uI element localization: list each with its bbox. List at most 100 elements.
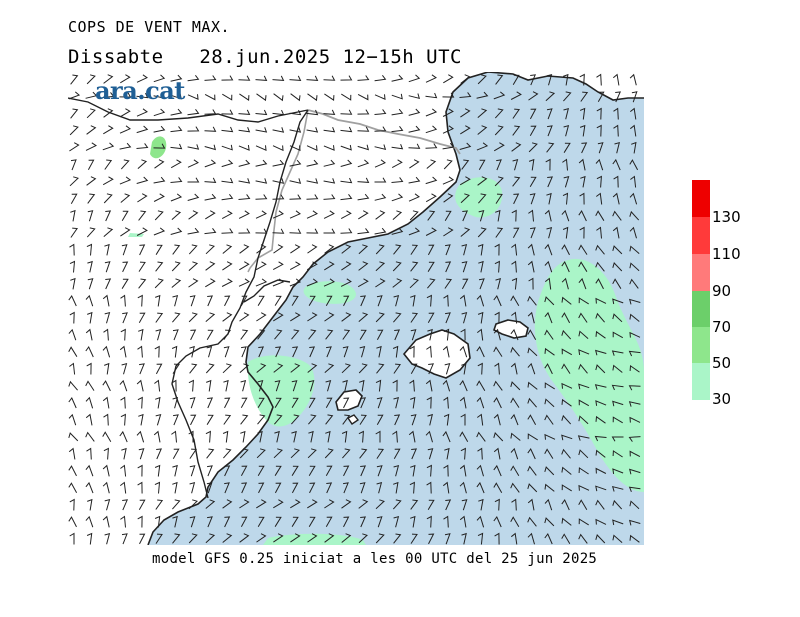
wind-barb bbox=[612, 400, 624, 407]
wind-barb bbox=[325, 430, 331, 443]
wind-barb bbox=[527, 295, 537, 306]
wind-barb bbox=[578, 261, 588, 272]
wind-barb bbox=[427, 413, 433, 426]
wind-barb bbox=[341, 363, 351, 374]
wind-barb bbox=[155, 328, 162, 341]
patch-ebro-delta bbox=[303, 281, 356, 304]
wind-barb bbox=[409, 481, 415, 494]
wind-barb bbox=[629, 519, 641, 526]
wind-barb bbox=[340, 144, 352, 151]
wind-barb bbox=[325, 379, 332, 392]
wind-barb bbox=[307, 93, 318, 102]
wind-barb bbox=[442, 125, 454, 134]
wind-barb bbox=[239, 448, 249, 459]
wind-barb bbox=[120, 74, 131, 84]
wind-barb bbox=[255, 261, 267, 271]
wind-barb bbox=[426, 396, 432, 409]
wind-barb bbox=[306, 178, 319, 184]
wind-barb bbox=[408, 93, 421, 99]
wind-barb bbox=[494, 108, 504, 119]
wind-barb bbox=[360, 295, 367, 307]
wind-barb bbox=[527, 311, 535, 324]
wind-barb bbox=[494, 532, 500, 545]
wind-barb bbox=[629, 500, 640, 510]
wind-barb bbox=[544, 466, 555, 476]
wind-barb bbox=[343, 465, 350, 477]
wind-barb bbox=[629, 159, 639, 171]
wind-barb bbox=[512, 176, 521, 187]
wind-barb bbox=[374, 227, 387, 235]
wind-barb bbox=[121, 210, 129, 221]
wind-barb bbox=[544, 347, 555, 356]
wind-barb bbox=[442, 345, 450, 358]
wind-barb bbox=[561, 517, 572, 526]
wind-barb bbox=[427, 499, 435, 510]
wind-barb bbox=[205, 210, 216, 220]
wind-barb bbox=[222, 499, 233, 509]
wind-barb bbox=[561, 296, 572, 305]
wind-barb bbox=[561, 363, 571, 374]
wind-barb bbox=[425, 108, 438, 117]
wind-barb bbox=[410, 294, 416, 307]
wind-barb bbox=[223, 379, 229, 392]
wind-barb bbox=[511, 311, 518, 324]
wind-barb bbox=[357, 228, 370, 235]
wind-barb bbox=[155, 533, 163, 544]
wind-barb bbox=[207, 295, 214, 307]
wind-barb bbox=[205, 430, 211, 443]
wind-map bbox=[68, 72, 644, 545]
wind-barb bbox=[596, 192, 603, 205]
wind-barb bbox=[102, 92, 115, 99]
wind-barb bbox=[257, 430, 263, 443]
wind-barb bbox=[411, 448, 418, 460]
wind-barb bbox=[409, 345, 415, 358]
wind-barb bbox=[409, 159, 420, 169]
wind-barb bbox=[290, 93, 301, 102]
wind-barb bbox=[493, 516, 502, 528]
wind-barb bbox=[136, 108, 148, 117]
wind-barb bbox=[561, 414, 572, 425]
wind-barb bbox=[240, 295, 248, 307]
wind-barb bbox=[410, 396, 416, 409]
wind-barb bbox=[579, 192, 585, 205]
wind-barb bbox=[596, 73, 602, 86]
wind-barb bbox=[426, 464, 432, 477]
wind-barb bbox=[255, 109, 268, 116]
wind-barb bbox=[119, 481, 127, 494]
wind-barb bbox=[69, 243, 75, 256]
wind-barb bbox=[154, 159, 165, 169]
wind-barb bbox=[562, 192, 569, 205]
wind-barb bbox=[325, 295, 333, 307]
wind-barb bbox=[477, 227, 487, 238]
wind-barb bbox=[206, 448, 215, 459]
wind-barb bbox=[223, 414, 232, 425]
wind-barb bbox=[275, 346, 282, 358]
wind-barb bbox=[563, 107, 569, 120]
wind-barb bbox=[187, 74, 200, 82]
wind-barb bbox=[459, 294, 467, 307]
wind-barb bbox=[257, 414, 266, 425]
legend-band-90-110 bbox=[692, 254, 710, 291]
wind-barb bbox=[409, 278, 419, 289]
wind-barb bbox=[136, 125, 149, 134]
wind-barb bbox=[462, 210, 469, 222]
wind-barb bbox=[510, 362, 518, 375]
wind-barb bbox=[85, 515, 94, 528]
wind-barb bbox=[87, 260, 93, 273]
wind-barb bbox=[137, 481, 143, 494]
wind-barb bbox=[360, 397, 367, 409]
wind-barb bbox=[221, 144, 233, 151]
wind-barb bbox=[223, 346, 230, 358]
wind-barb bbox=[612, 468, 624, 474]
wind-barb bbox=[612, 262, 623, 272]
wind-barb bbox=[272, 75, 285, 81]
wind-barb bbox=[510, 397, 520, 408]
wind-barb bbox=[190, 329, 197, 341]
wind-barb bbox=[291, 430, 297, 443]
wind-barb bbox=[255, 228, 268, 234]
wind-barb bbox=[561, 499, 570, 511]
wind-barb bbox=[611, 350, 624, 356]
wind-barb bbox=[138, 278, 147, 289]
wind-barb bbox=[493, 432, 504, 442]
wind-barb bbox=[512, 125, 521, 136]
